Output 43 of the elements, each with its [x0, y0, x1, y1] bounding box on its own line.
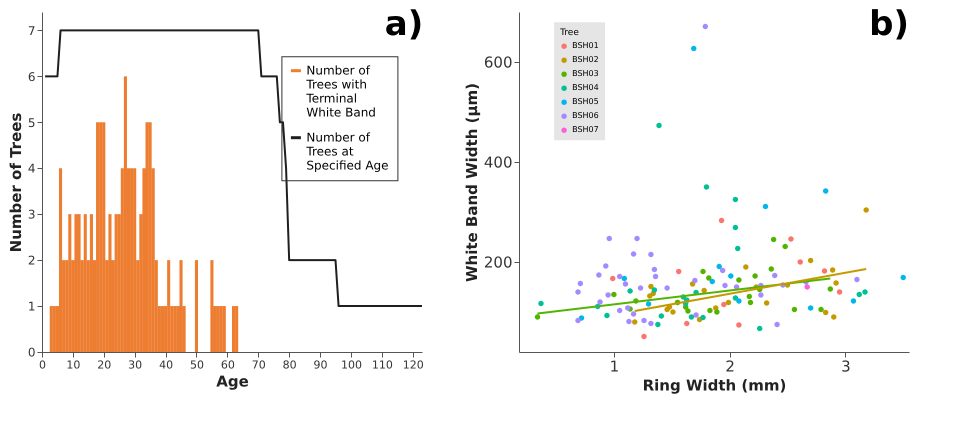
x-tick-label: 40: [159, 358, 174, 372]
chart-title: b): [869, 4, 909, 44]
x-tick-label: 110: [372, 358, 393, 372]
x-tick-label: 10: [66, 358, 80, 372]
x-tick-label: 20: [97, 358, 112, 372]
x-tick-label: 60: [220, 358, 235, 372]
legend-label: BSH01: [572, 41, 599, 50]
y-tick-label: 2: [28, 254, 36, 268]
legend-label: BSH05: [572, 97, 599, 106]
y-tick-label: 0: [28, 346, 36, 360]
legend-label: BSH04: [572, 83, 599, 92]
legend-title: Tree: [559, 28, 580, 38]
y-tick-label: 5: [28, 116, 36, 130]
x-tick-label: 80: [282, 358, 297, 372]
legend-label: Number of Trees at Specified Age: [305, 130, 389, 173]
chart-title: a): [384, 4, 424, 44]
y-tick-label: 4: [28, 162, 36, 176]
y-axis-title: Number of Trees: [6, 112, 25, 252]
x-tick-label: 100: [340, 358, 362, 372]
x-tick-label: 50: [190, 358, 204, 372]
x-tick-label: 120: [402, 358, 424, 372]
x-tick-label: 30: [128, 358, 142, 372]
legend-label: BSH02: [572, 55, 599, 64]
y-tick-label: 7: [28, 24, 36, 38]
x-tick-label: 70: [252, 358, 266, 372]
x-tick-label: 1: [610, 358, 620, 376]
legend-label: BSH07: [572, 125, 599, 134]
x-axis-title: Age: [216, 372, 249, 390]
legend-label: BSH03: [572, 69, 599, 78]
legend-label: BSH06: [572, 111, 599, 120]
legend-label: Number of Trees with Terminal White Band: [305, 64, 376, 120]
x-axis-title: Ring Width (mm): [642, 376, 786, 394]
x-tick-label: 3: [841, 358, 851, 376]
y-tick-label: 600: [484, 54, 512, 72]
y-tick-label: 200: [484, 254, 512, 272]
y-tick-label: 6: [28, 70, 36, 84]
x-tick-label: 2: [725, 358, 735, 376]
y-tick-label: 3: [28, 208, 36, 222]
y-tick-label: 1: [28, 300, 36, 314]
y-axis-title: White Band Width (µm): [462, 83, 481, 282]
x-tick-label: 90: [314, 358, 328, 372]
x-tick-label: 0: [39, 358, 46, 372]
y-tick-label: 400: [484, 154, 512, 172]
